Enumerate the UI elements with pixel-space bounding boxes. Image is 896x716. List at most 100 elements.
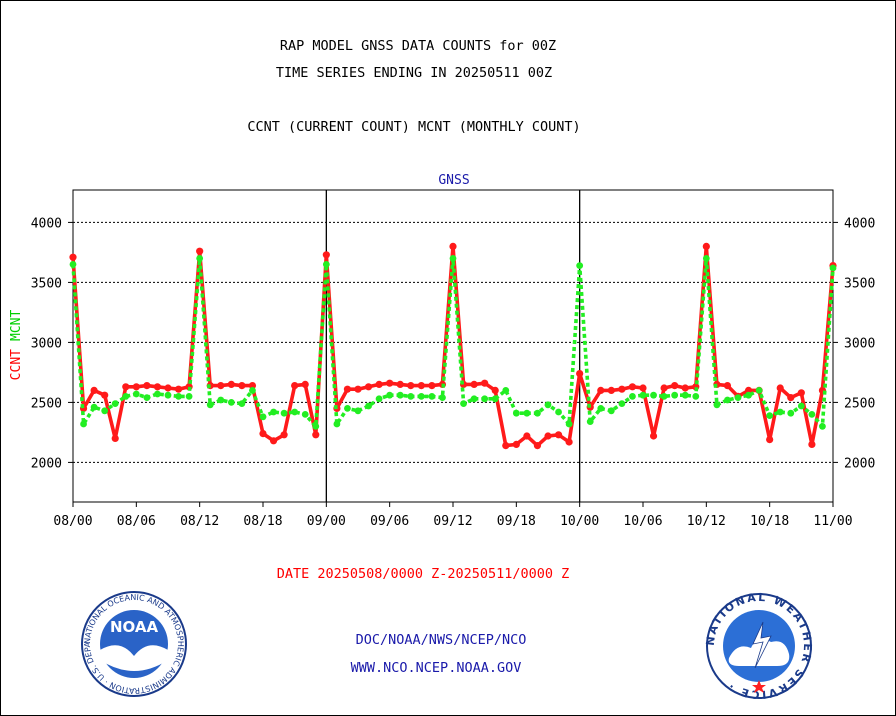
point-mcnt-40	[491, 395, 499, 403]
point-mcnt-41	[502, 387, 510, 394]
series-mcnt	[69, 255, 837, 430]
point-mcnt-21	[291, 408, 299, 416]
point-mcnt-63	[734, 394, 742, 401]
point-mcnt-20	[280, 409, 288, 417]
point-mcnt-55	[650, 391, 657, 399]
point-mcnt-17	[249, 387, 256, 394]
point-ccnt-68	[787, 394, 795, 402]
x-tick-label-42: 09/18	[497, 514, 536, 529]
point-ccnt-2	[90, 386, 98, 394]
point-ccnt-30	[386, 379, 394, 387]
point-mcnt-57	[671, 391, 679, 399]
point-ccnt-41	[502, 442, 510, 450]
point-mcnt-34	[428, 393, 436, 400]
point-mcnt-18	[259, 413, 267, 421]
point-ccnt-55	[649, 432, 658, 440]
point-mcnt-22	[301, 411, 309, 418]
point-ccnt-32	[407, 382, 415, 390]
point-mcnt-7	[143, 394, 151, 401]
point-ccnt-64	[744, 386, 753, 394]
point-mcnt-39	[481, 395, 489, 403]
point-mcnt-72	[829, 264, 837, 272]
point-mcnt-67	[776, 408, 784, 416]
point-mcnt-48	[576, 262, 584, 269]
point-ccnt-46	[554, 431, 563, 439]
x-tick-label-66: 10/18	[750, 514, 789, 529]
point-mcnt-61	[713, 401, 721, 409]
point-mcnt-70	[808, 411, 816, 418]
point-mcnt-54	[639, 391, 647, 399]
point-ccnt-6	[132, 383, 140, 391]
point-mcnt-53	[629, 393, 636, 400]
point-mcnt-60	[702, 255, 710, 262]
point-ccnt-19	[269, 437, 278, 445]
point-mcnt-19	[270, 408, 277, 416]
y-axis-label-mcnt: MCNT	[9, 310, 24, 341]
point-ccnt-0	[69, 253, 77, 261]
plot-title: GNSS	[438, 173, 469, 188]
point-mcnt-52	[618, 400, 626, 407]
point-mcnt-1	[80, 420, 87, 428]
point-mcnt-49	[586, 418, 594, 425]
point-ccnt-60	[702, 242, 710, 250]
chart-title-line-2: TIME SERIES ENDING IN 20250511 00Z	[275, 65, 553, 81]
x-tick-label-36: 09/12	[433, 514, 472, 529]
point-ccnt-50	[597, 386, 605, 394]
point-ccnt-43	[523, 432, 531, 440]
y-tick-label-right-2000: 2000	[844, 456, 875, 471]
point-ccnt-52	[618, 385, 626, 393]
x-tick-label-0: 08/00	[53, 514, 92, 529]
point-ccnt-15	[227, 380, 235, 388]
point-mcnt-59	[692, 393, 700, 400]
x-tick-label-6: 08/06	[117, 514, 156, 529]
point-ccnt-57	[671, 382, 679, 390]
y-tick-label-left-3500: 3500	[31, 276, 62, 291]
point-mcnt-10	[175, 393, 182, 400]
point-mcnt-36	[449, 255, 457, 262]
noaa-logo-icon: NATIONAL OCEANIC AND ATMOSPHERIC ADMINIS…	[80, 590, 187, 697]
point-mcnt-4	[111, 400, 119, 407]
x-tick-label-30: 09/06	[370, 514, 409, 529]
point-mcnt-47	[565, 420, 573, 428]
point-mcnt-37	[460, 400, 467, 407]
x-tick-label-72: 11/00	[813, 514, 852, 529]
point-mcnt-5	[122, 393, 130, 400]
point-mcnt-35	[439, 394, 446, 401]
point-ccnt-22	[301, 380, 309, 388]
y-tick-label-right-3500: 3500	[844, 276, 875, 291]
website-link[interactable]: WWW.NCO.NCEP.NOAA.GOV	[350, 660, 522, 676]
point-mcnt-33	[417, 393, 425, 400]
point-mcnt-45	[544, 401, 552, 409]
point-mcnt-6	[132, 390, 140, 398]
point-mcnt-16	[238, 400, 246, 407]
point-mcnt-29	[375, 395, 383, 403]
point-mcnt-3	[101, 407, 109, 415]
point-mcnt-38	[470, 395, 478, 403]
point-mcnt-11	[185, 393, 193, 400]
point-mcnt-9	[164, 391, 172, 399]
point-mcnt-71	[819, 423, 826, 430]
point-mcnt-27	[354, 407, 362, 415]
point-ccnt-51	[607, 386, 615, 394]
point-ccnt-24	[322, 251, 330, 259]
point-mcnt-65	[755, 387, 763, 394]
point-mcnt-32	[407, 393, 415, 400]
point-mcnt-46	[555, 408, 562, 416]
point-ccnt-69	[797, 389, 805, 397]
y-tick-label-left-2500: 2500	[31, 396, 62, 411]
point-mcnt-15	[227, 399, 235, 406]
point-mcnt-24	[322, 261, 330, 268]
point-ccnt-38	[470, 380, 478, 388]
plot-frame	[72, 189, 834, 503]
y-tick-label-left-2000: 2000	[31, 456, 62, 471]
point-ccnt-21	[291, 382, 299, 390]
point-ccnt-14	[217, 382, 225, 390]
y-tick-label-right-4000: 4000	[844, 216, 875, 231]
point-ccnt-26	[343, 385, 352, 393]
chart-title-line-1: RAP MODEL GNSS DATA COUNTS for 00Z	[279, 38, 557, 54]
point-ccnt-20	[280, 431, 288, 439]
point-mcnt-68	[787, 409, 795, 417]
point-ccnt-18	[259, 430, 267, 438]
point-mcnt-69	[797, 402, 805, 410]
point-mcnt-64	[745, 391, 752, 399]
